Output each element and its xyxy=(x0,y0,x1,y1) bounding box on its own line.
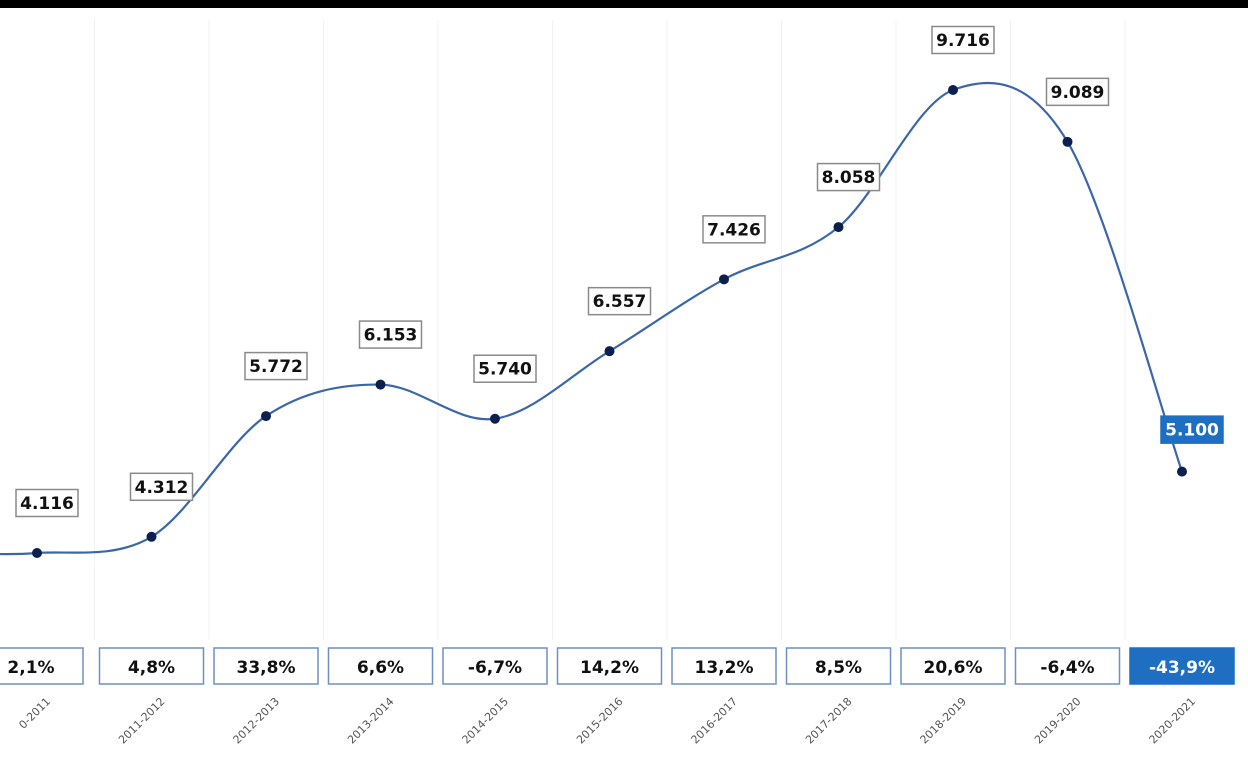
data-point xyxy=(146,531,157,542)
percent-change-box xyxy=(98,647,205,685)
category-label: 2011-2012 xyxy=(116,695,168,747)
value-label-box xyxy=(244,351,308,381)
value-label: 6.153 xyxy=(364,326,418,346)
grid-lines xyxy=(94,20,1126,640)
value-label-box xyxy=(358,320,423,349)
percent-change-box xyxy=(213,647,319,685)
data-point xyxy=(948,85,958,95)
percent-change-box xyxy=(327,647,434,685)
percent-change-box xyxy=(0,647,84,685)
category-label: 2012-2013 xyxy=(231,695,283,747)
percent-change-box xyxy=(1014,647,1121,685)
data-point xyxy=(1062,136,1073,147)
value-label-box xyxy=(1160,415,1224,444)
percent-change-label: 8,5% xyxy=(815,658,862,678)
percent-change-row: 2,1% 4,8% 33,8% 6,6% -6,7% 14,2% 13,2% 8,5% 20,6… xyxy=(0,647,1235,685)
data-point xyxy=(490,413,500,424)
percent-change-label: 14,2% xyxy=(580,658,639,678)
value-label: 9.089 xyxy=(1051,83,1105,103)
percent-change-label: -43,9% xyxy=(1149,658,1215,678)
percent-change-box xyxy=(671,647,777,685)
percent-change-box xyxy=(785,647,892,685)
series-line xyxy=(0,81,1184,556)
data-point xyxy=(375,379,386,390)
percent-change-box xyxy=(900,647,1006,685)
data-point xyxy=(833,222,844,233)
data-point xyxy=(604,346,615,357)
percent-change-label: -6,7% xyxy=(468,658,522,678)
category-label: 2018-2019 xyxy=(918,695,970,747)
value-label: 4.116 xyxy=(20,494,74,514)
percent-change-box xyxy=(442,647,548,685)
category-label: 2016-2017 xyxy=(689,695,741,747)
value-label-box xyxy=(473,354,537,383)
value-label: 5.772 xyxy=(249,357,303,377)
value-label: 7.426 xyxy=(707,220,761,240)
category-label: 2013-2014 xyxy=(345,695,397,747)
data-point xyxy=(261,411,271,422)
value-label: 9.716 xyxy=(936,31,990,51)
percent-change-label: -6,4% xyxy=(1040,658,1094,678)
value-labels: 4.116 4.312 5.772 6.153 5.740 6.557 7.426 8.058… xyxy=(15,25,1224,518)
value-label-box xyxy=(15,488,79,518)
value-label-box xyxy=(816,162,881,192)
value-label-box xyxy=(702,215,766,244)
data-point xyxy=(719,274,729,285)
category-axis-labels: 0-2011 2011-2012 2012-2013 2013-2014 2014-20… xyxy=(16,695,1198,747)
value-label-box xyxy=(129,472,194,502)
data-point xyxy=(1177,466,1187,477)
value-label: 5.740 xyxy=(478,360,532,380)
value-label: 5.100 xyxy=(1165,421,1219,441)
value-label-box xyxy=(931,25,995,55)
percent-change-box xyxy=(1129,647,1235,685)
top-black-bar xyxy=(0,0,1248,8)
value-label-box xyxy=(1045,77,1110,107)
value-label-box xyxy=(587,286,652,316)
percent-change-label: 6,6% xyxy=(357,658,404,678)
category-label: 0-2011 xyxy=(16,695,53,732)
percent-change-label: 2,1% xyxy=(7,658,54,678)
percent-change-label: 13,2% xyxy=(695,658,754,678)
percent-change-label: 33,8% xyxy=(237,658,296,678)
percent-change-box xyxy=(556,647,663,685)
data-point xyxy=(32,548,42,558)
category-label: 2019-2020 xyxy=(1032,695,1084,747)
category-label: 2017-2018 xyxy=(803,695,855,747)
percent-change-label: 4,8% xyxy=(128,658,175,678)
category-label: 2020-2021 xyxy=(1147,695,1199,747)
data-markers xyxy=(32,85,1187,558)
value-label: 4.312 xyxy=(135,478,189,498)
percent-change-label: 20,6% xyxy=(924,658,983,678)
category-label: 2014-2015 xyxy=(460,695,512,747)
value-label: 6.557 xyxy=(593,292,647,312)
value-label: 8.058 xyxy=(822,168,876,188)
category-label: 2015-2016 xyxy=(574,695,626,747)
